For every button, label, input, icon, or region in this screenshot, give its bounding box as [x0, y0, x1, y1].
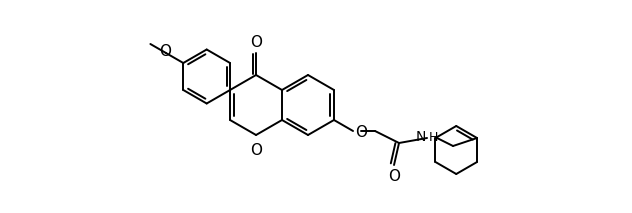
Text: O: O	[250, 143, 262, 158]
Text: N: N	[416, 130, 426, 144]
Text: O: O	[159, 45, 171, 59]
Text: O: O	[355, 125, 367, 140]
Text: H: H	[429, 131, 439, 144]
Text: O: O	[250, 35, 262, 50]
Text: O: O	[388, 169, 400, 184]
